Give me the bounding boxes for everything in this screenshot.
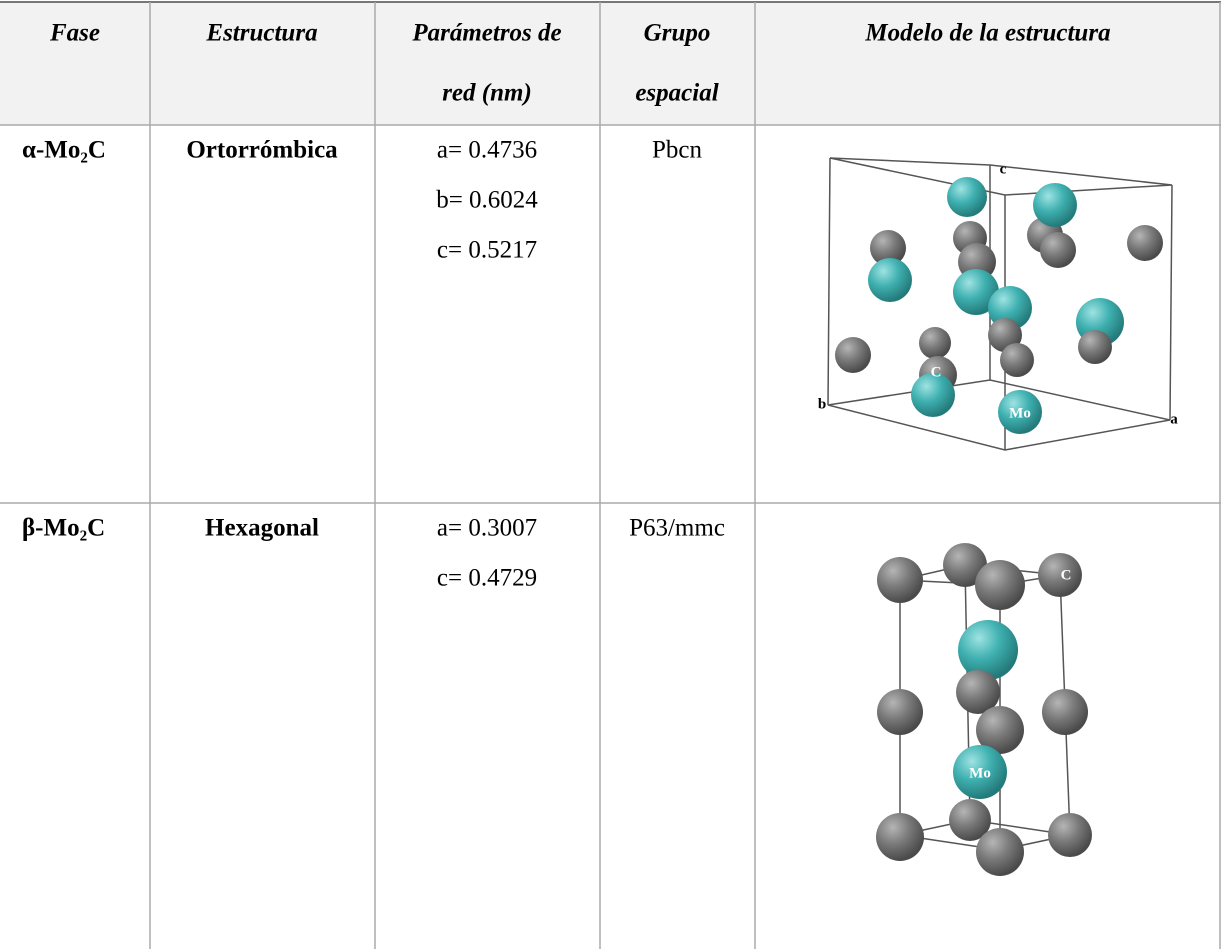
parameter-cell: a= 0.4736 xyxy=(437,137,537,164)
space-group-cell: P63/mmc xyxy=(629,515,725,542)
atom xyxy=(868,258,912,302)
atom xyxy=(956,670,1000,714)
space-group-cell: Pbcn xyxy=(652,137,703,164)
header-cell: espacial xyxy=(635,80,718,107)
atom xyxy=(1033,183,1077,227)
header-cell: red (nm) xyxy=(442,80,532,107)
header-cell: Estructura xyxy=(205,20,317,47)
structure-cell: Ortorrómbica xyxy=(186,137,338,164)
atom xyxy=(1038,553,1082,597)
atom xyxy=(975,560,1025,610)
atom xyxy=(1048,813,1092,857)
header-cell: Modelo de la estructura xyxy=(864,20,1110,47)
atom xyxy=(870,230,906,266)
atom xyxy=(919,327,951,359)
atom xyxy=(1127,225,1163,261)
atom xyxy=(1042,689,1088,735)
parameter-cell: c= 0.4729 xyxy=(437,565,537,592)
header-background xyxy=(0,2,1221,125)
model-label: Mo xyxy=(1009,405,1031,421)
model-label: b xyxy=(818,396,826,412)
parameter-cell: c= 0.5217 xyxy=(437,237,537,264)
model-label: C xyxy=(931,364,942,380)
atom xyxy=(976,706,1024,754)
atom xyxy=(1000,343,1034,377)
atom xyxy=(1078,330,1112,364)
atom xyxy=(877,557,923,603)
atom xyxy=(976,828,1024,876)
atom xyxy=(958,620,1018,680)
model-label: a xyxy=(1170,411,1178,427)
atom xyxy=(998,390,1042,434)
atom xyxy=(877,689,923,735)
model-label: Mo xyxy=(969,765,991,781)
atom xyxy=(835,337,871,373)
parameter-cell: b= 0.6024 xyxy=(436,187,538,214)
model-label: C xyxy=(1061,567,1072,583)
header-cell: Fase xyxy=(49,20,100,47)
header-cell: Parámetros de xyxy=(411,20,561,47)
model-label: c xyxy=(1000,161,1007,177)
atom xyxy=(988,286,1032,330)
phase-cell: α-Mo₂C xyxy=(22,137,106,164)
cell-edge xyxy=(827,157,831,406)
phase-cell: β-Mo₂C xyxy=(22,515,105,542)
atom xyxy=(1040,232,1076,268)
parameter-cell: a= 0.3007 xyxy=(437,515,537,542)
atom xyxy=(943,543,987,587)
atoms xyxy=(835,177,1163,876)
atom xyxy=(947,177,987,217)
atom xyxy=(911,373,955,417)
atom xyxy=(949,799,991,841)
atom xyxy=(876,813,924,861)
atom xyxy=(953,745,1007,799)
cell-edge xyxy=(1169,184,1173,421)
structure-cell: Hexagonal xyxy=(205,515,319,542)
atom xyxy=(953,269,999,315)
header-cell: Grupo xyxy=(644,20,711,47)
